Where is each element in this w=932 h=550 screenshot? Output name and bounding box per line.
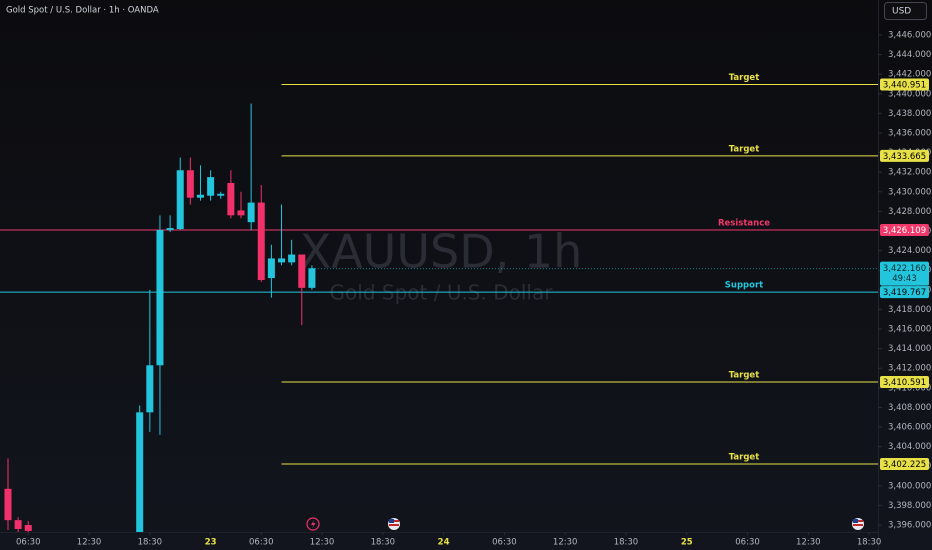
level-price-box [880,149,929,162]
x-tick-label: 06:30 [249,538,274,548]
axes: 3,396.0003,398.0003,400.0003,402.0003,40… [16,30,931,547]
y-tick-label: 3,410.000 [888,383,931,393]
y-tick-label: 3,428.000 [888,207,931,217]
x-tick-label: 12:30 [310,538,335,548]
currency-button[interactable] [884,2,927,20]
last-price-box [880,261,929,286]
level-price-box [880,78,929,91]
candle-body [247,202,255,223]
countdown-label: 49:43 [892,274,917,284]
level-price-box [880,286,929,299]
candle-body [156,230,164,366]
candle-body [257,202,265,281]
candle-body [186,170,194,198]
candle-body [24,525,32,531]
x-tick-label: 06:30 [735,538,760,548]
watermark: XAUUSD, 1h [300,225,583,279]
y-tick-label: 3,404.000 [888,442,931,452]
event-icon[interactable] [852,518,864,530]
level-price-box [880,376,929,389]
x-tick-label: 12:30 [796,538,821,548]
level-label: Support [725,281,763,291]
level-label: Target [729,453,760,463]
y-tick-label: 3,414.000 [888,344,931,354]
y-tick-label: 3,438.000 [888,109,931,119]
candle-body [267,258,275,279]
candle-body [146,365,154,413]
x-tick-label: 18:30 [371,538,396,548]
level-label: Target [729,371,760,381]
candle-body [227,182,235,216]
level-price-label: 3,426.109 [883,226,926,236]
y-tick-label: 3,412.000 [888,364,931,374]
x-tick-label: 24 [438,538,450,548]
candle-body [176,170,184,230]
y-tick-label: 3,396.000 [888,521,931,531]
x-tick-label: 18:30 [614,538,639,548]
level-price-label: 3,402.225 [883,460,926,470]
level-price-label: 3,440.951 [883,80,926,90]
y-tick-label: 3,432.000 [888,168,931,178]
event-icon[interactable] [306,517,320,531]
level-price-box [880,458,929,471]
x-tick-label: 12:30 [553,538,578,548]
candle-body [308,268,316,288]
y-tick-label: 3,430.000 [888,187,931,197]
level-price-box [880,223,929,236]
x-tick-label: 06:30 [492,538,517,548]
candle-body [278,258,286,263]
y-tick-label: 3,440.000 [888,89,931,99]
x-tick-label: 06:30 [16,538,41,548]
candle-body [136,412,144,532]
x-tick-label: 12:30 [77,538,102,548]
candle-body [217,193,225,196]
last-price-label: 3,422.160 [883,264,926,274]
y-tick-label: 3,444.000 [888,50,931,60]
candle-body [196,194,204,198]
candle-body [288,254,296,263]
y-tick-label: 3,398.000 [888,501,931,511]
x-tick-label: 18:30 [857,538,882,548]
level-label: Resistance [718,218,770,228]
y-tick-label: 3,442.000 [888,70,931,80]
event-icon[interactable] [388,518,400,530]
plot-area: Target Target Resistance Support Target Targe… [0,73,878,532]
currency-label: USD [892,7,911,17]
chart-title: Gold Spot / U.S. Dollar · 1h · OANDA [6,6,159,16]
candle-body [298,254,306,288]
y-tick-label: 3,400.000 [888,481,931,491]
y-tick-label: 3,406.000 [888,423,931,433]
y-tick-label: 3,446.000 [888,30,931,40]
x-tick-label: 25 [681,538,693,548]
level-label: Target [729,144,760,154]
level-price-label: 3,410.591 [883,378,926,388]
y-tick-label: 3,436.000 [888,129,931,139]
candle-body [166,228,174,231]
level-price-label: 3,433.665 [883,152,926,162]
x-tick-label: 18:30 [138,538,163,548]
candle-body [207,177,215,196]
candle-body [4,488,12,521]
y-tick-label: 3,416.000 [888,325,931,335]
y-tick-label: 3,408.000 [888,403,931,413]
level-label: Target [729,73,760,83]
x-tick-label: 23 [205,538,217,548]
y-tick-label: 3,424.000 [888,246,931,256]
candle-body [237,210,245,216]
candle-body [14,520,22,529]
level-price-label: 3,419.767 [883,288,926,298]
y-tick-label: 3,418.000 [888,305,931,315]
